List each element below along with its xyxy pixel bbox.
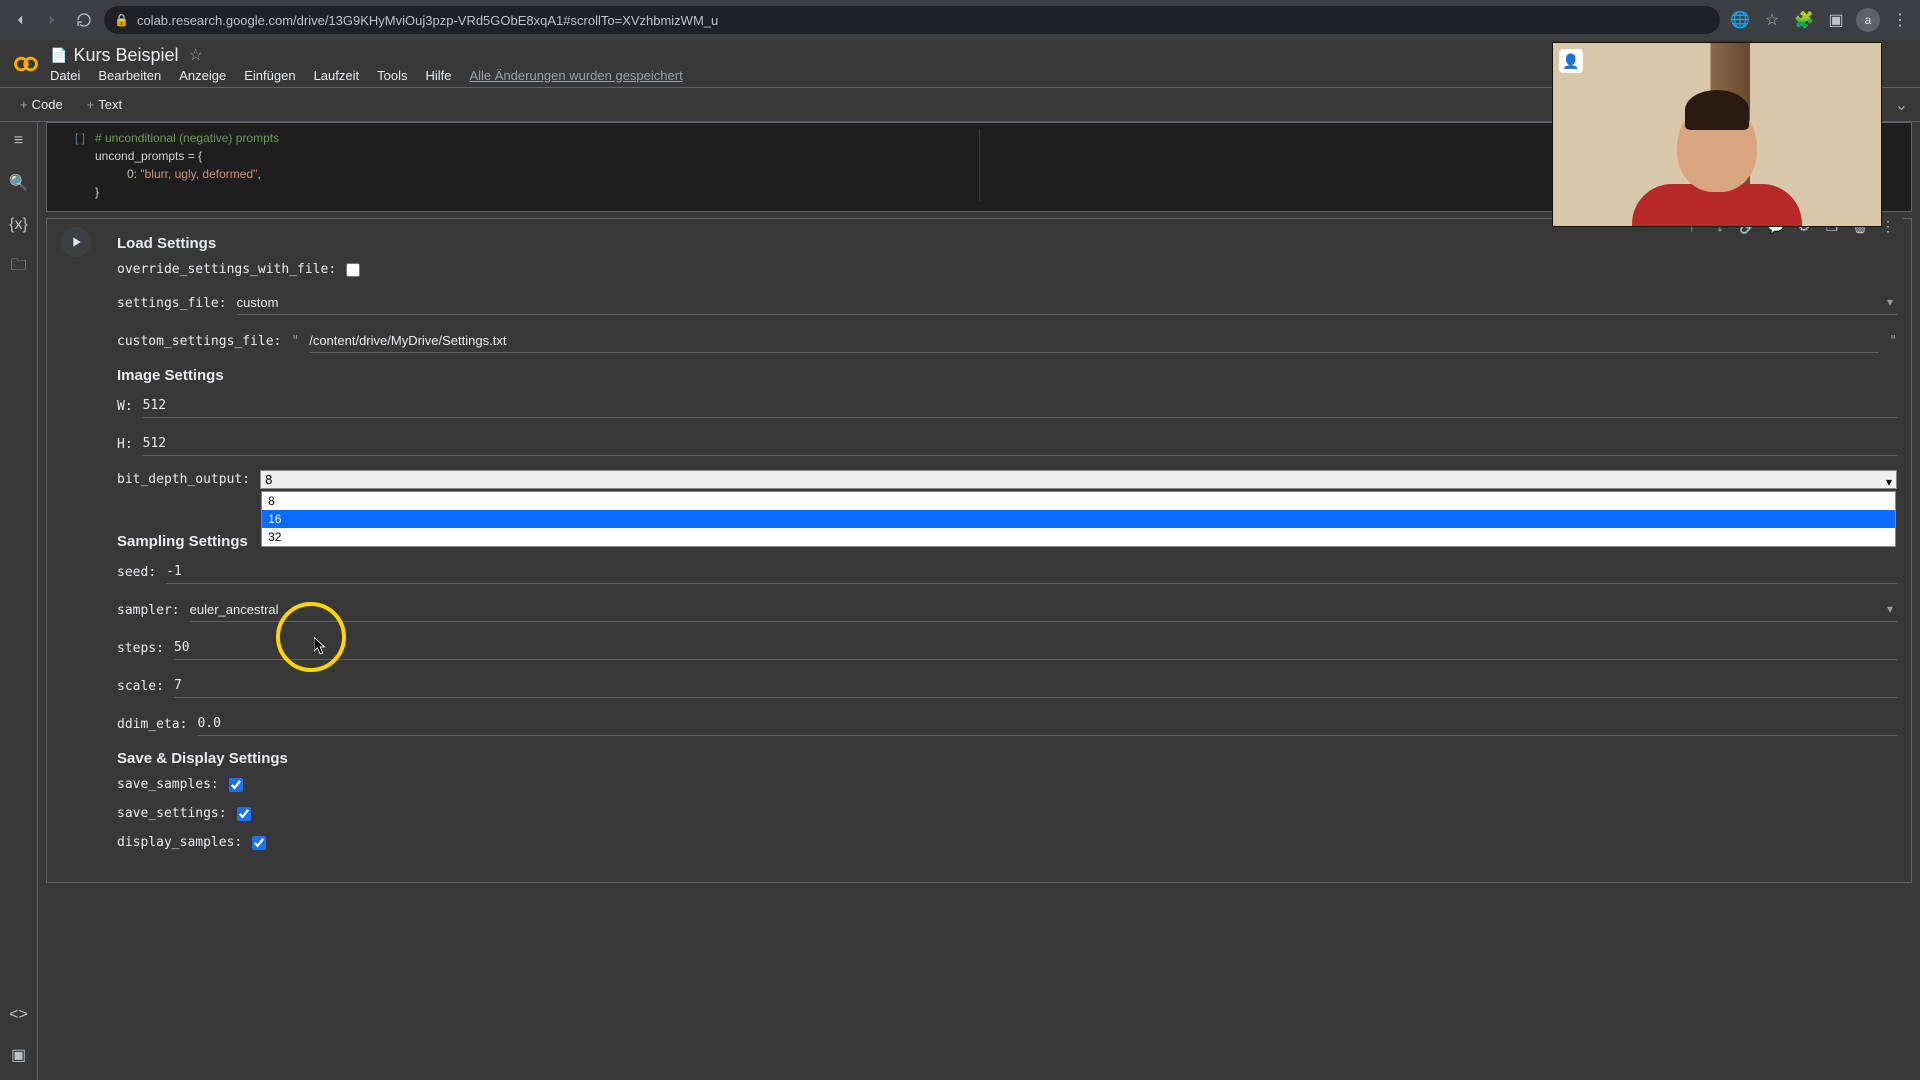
bit-depth-option-8[interactable]: 8	[262, 492, 1895, 510]
label-sampler: sampler	[117, 603, 180, 618]
translate-icon[interactable]: 🌐	[1728, 8, 1752, 32]
input-steps[interactable]	[174, 636, 1897, 660]
notebook-content: [ ] # unconditional (negative) prompts u…	[38, 122, 1920, 1080]
row-save-settings: save_settings	[117, 806, 1897, 821]
url-bar[interactable]: 🔒 colab.research.google.com/drive/13G9KH…	[104, 6, 1720, 34]
label-custom-settings-file: custom_settings_file	[117, 334, 281, 349]
load-settings-heading: Load Settings	[117, 235, 1897, 252]
row-settings-file: settings_file custom ▾	[117, 291, 1897, 315]
browser-menu-icon[interactable]: ⋮	[1888, 8, 1912, 32]
menu-file[interactable]: Datei	[50, 68, 80, 83]
code-snippets-icon[interactable]: <>	[8, 1004, 30, 1026]
checkbox-save-samples[interactable]	[229, 778, 243, 792]
row-custom-settings-file: custom_settings_file " "	[117, 329, 1897, 353]
close-quote: "	[1889, 334, 1897, 349]
open-quote: "	[291, 334, 299, 349]
url-text: colab.research.google.com/drive/13G9KHyM…	[137, 13, 718, 28]
menu-runtime[interactable]: Laufzeit	[314, 68, 360, 83]
row-save-samples: save_samples	[117, 777, 1897, 792]
profile-avatar[interactable]: a	[1856, 8, 1880, 32]
star-icon[interactable]: ☆	[188, 45, 202, 65]
webcam-badge-icon: 👤	[1559, 49, 1583, 73]
add-text-button[interactable]: +Text	[79, 93, 130, 116]
menu-tools[interactable]: Tools	[377, 68, 407, 83]
row-display-samples: display_samples	[117, 835, 1897, 850]
menu-view[interactable]: Anzeige	[179, 68, 226, 83]
checkbox-override[interactable]	[346, 263, 360, 277]
bit-depth-dropdown: 8 16 32	[261, 491, 1896, 547]
files-icon[interactable]: 🗀	[8, 256, 30, 278]
input-height[interactable]	[143, 432, 1897, 456]
row-seed: seed	[117, 560, 1897, 584]
nav-back-icon[interactable]	[8, 8, 32, 32]
input-ddim-eta[interactable]	[197, 712, 1897, 736]
bit-depth-option-32[interactable]: 32	[262, 528, 1895, 546]
row-ddim-eta: ddim_eta	[117, 712, 1897, 736]
window-icon[interactable]: ▣	[1824, 8, 1848, 32]
toc-icon[interactable]: ≡	[8, 130, 30, 152]
label-height: H	[117, 437, 133, 452]
code-body[interactable]: # unconditional (negative) prompts uncon…	[95, 129, 979, 201]
chevron-down-icon: ▾	[1887, 602, 1893, 616]
select-bit-depth[interactable]: 8 ▾ 8 16 32	[260, 470, 1897, 489]
checkbox-display-samples[interactable]	[252, 836, 266, 850]
presenter-webcam-overlay: 👤	[1552, 42, 1882, 227]
drive-icon: 📄	[50, 47, 67, 64]
select-settings-file[interactable]: custom ▾	[237, 291, 1897, 315]
row-sampler: sampler euler_ancestral ▾	[117, 598, 1897, 622]
run-cell-button[interactable]	[61, 227, 91, 257]
code-gutter: [ ]	[55, 129, 95, 201]
row-override: override_settings_with_file	[117, 262, 1897, 277]
variables-icon[interactable]: {x}	[8, 214, 30, 236]
input-seed[interactable]	[166, 560, 1897, 584]
label-width: W	[117, 399, 133, 414]
label-seed: seed	[117, 565, 156, 580]
input-width[interactable]	[143, 394, 1897, 418]
input-scale[interactable]	[174, 674, 1897, 698]
label-save-settings: save_settings	[117, 806, 227, 821]
lock-icon: 🔒	[114, 13, 129, 27]
label-settings-file: settings_file	[117, 296, 227, 311]
label-ddim-eta: ddim_eta	[117, 717, 187, 732]
label-save-samples: save_samples	[117, 777, 219, 792]
chevron-down-icon: ▾	[1886, 475, 1892, 489]
menu-insert[interactable]: Einfügen	[244, 68, 295, 83]
colab-logo[interactable]	[12, 50, 40, 78]
label-steps: steps	[117, 641, 164, 656]
terminal-icon[interactable]: ▣	[8, 1044, 30, 1066]
extensions-icon[interactable]: 🧩	[1792, 8, 1816, 32]
save-display-heading: Save & Display Settings	[117, 750, 1897, 767]
label-bit-depth: bit_depth_output	[117, 472, 250, 487]
label-scale: scale	[117, 679, 164, 694]
left-sidebar: ≡ 🔍 {x} 🗀 <> ▣	[0, 122, 38, 1080]
checkbox-save-settings[interactable]	[237, 807, 251, 821]
row-scale: scale	[117, 674, 1897, 698]
label-display-samples: display_samples	[117, 835, 242, 850]
label-override: override_settings_with_file	[117, 262, 336, 277]
toolbar-expand-icon[interactable]: ⌄	[1895, 95, 1908, 115]
doc-title[interactable]: 📄 Kurs Beispiel	[50, 45, 178, 66]
bookmark-icon[interactable]: ☆	[1760, 8, 1784, 32]
menu-bar: Datei Bearbeiten Anzeige Einfügen Laufze…	[50, 68, 683, 83]
reload-icon[interactable]	[72, 8, 96, 32]
bit-depth-option-16[interactable]: 16	[262, 510, 1895, 528]
search-icon[interactable]: 🔍	[8, 172, 30, 194]
image-settings-heading: Image Settings	[117, 367, 1897, 384]
select-sampler[interactable]: euler_ancestral ▾	[190, 598, 1897, 622]
add-code-button[interactable]: +Code	[12, 93, 71, 116]
row-width: W	[117, 394, 1897, 418]
menu-edit[interactable]: Bearbeiten	[98, 68, 161, 83]
nav-forward-icon[interactable]	[40, 8, 64, 32]
browser-bar: 🔒 colab.research.google.com/drive/13G9KH…	[0, 0, 1920, 40]
row-bit-depth: bit_depth_output 8 ▾ 8 16 32	[117, 470, 1897, 489]
row-height: H	[117, 432, 1897, 456]
form-cell: ↑ ↓ 🔗 💬 ⚙ ❐ 🗑 ⋮ Load Settings override_s…	[46, 218, 1912, 883]
row-steps: steps	[117, 636, 1897, 660]
save-status[interactable]: Alle Änderungen wurden gespeichert	[469, 68, 682, 83]
menu-help[interactable]: Hilfe	[425, 68, 451, 83]
chevron-down-icon: ▾	[1887, 295, 1893, 309]
input-custom-settings-file[interactable]	[309, 329, 1879, 353]
